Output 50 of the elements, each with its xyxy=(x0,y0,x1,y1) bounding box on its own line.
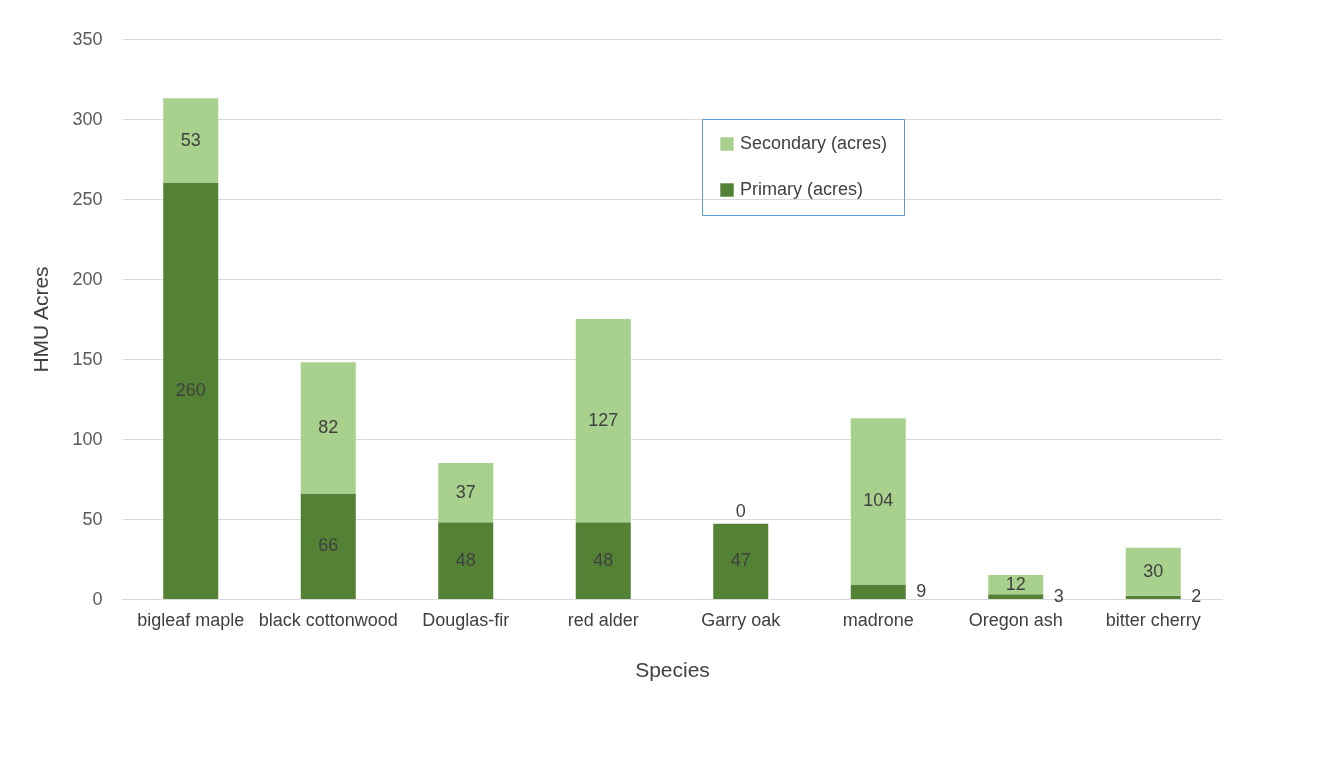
data-label: 82 xyxy=(318,416,339,437)
data-label: 2 xyxy=(1191,586,1202,607)
y-tick-label: 300 xyxy=(72,108,103,129)
data-label: 260 xyxy=(175,380,206,400)
bar xyxy=(713,523,769,599)
data-label: 0 xyxy=(735,500,746,521)
bar xyxy=(163,98,219,183)
data-label: 48 xyxy=(455,549,476,570)
bar xyxy=(1125,547,1181,596)
x-tick-label: red alder xyxy=(567,609,639,630)
y-tick-label: 200 xyxy=(72,268,103,289)
bar xyxy=(300,362,356,494)
data-label: 66 xyxy=(318,535,339,556)
data-label: 37 xyxy=(455,481,476,502)
data-label: 104 xyxy=(863,490,894,511)
data-label: 3 xyxy=(1053,585,1064,606)
bar xyxy=(300,493,356,599)
bar xyxy=(575,522,631,599)
x-tick-label: Oregon ash xyxy=(968,609,1063,630)
x-axis-title: Species xyxy=(635,657,710,681)
data-label: 47 xyxy=(730,550,751,571)
bar xyxy=(1125,595,1181,599)
data-label: 9 xyxy=(916,580,927,601)
y-tick-label: 250 xyxy=(72,188,103,209)
y-tick-label: 350 xyxy=(72,28,103,49)
x-tick-label: black cottonwood xyxy=(258,609,398,630)
legend-label: Secondary (acres) xyxy=(740,133,888,153)
y-tick-label: 100 xyxy=(72,428,103,449)
x-tick-label: Douglas-fir xyxy=(422,609,510,630)
y-tick-label: 150 xyxy=(72,348,103,369)
bar xyxy=(438,522,494,599)
y-axis-title: HMU Acres xyxy=(29,266,53,373)
bar xyxy=(850,418,906,585)
bar xyxy=(163,183,219,599)
data-label: 30 xyxy=(1143,560,1164,581)
data-label: 12 xyxy=(1005,573,1026,594)
y-tick-label: 0 xyxy=(92,588,103,609)
bar xyxy=(575,319,631,523)
data-label: 127 xyxy=(588,409,619,430)
bar xyxy=(988,594,1044,599)
bar xyxy=(438,463,494,523)
x-tick-label: bitter cherry xyxy=(1105,609,1201,630)
y-tick-label: 50 xyxy=(82,508,103,529)
bar xyxy=(850,584,906,599)
data-label: 53 xyxy=(180,129,201,150)
x-tick-label: bigleaf maple xyxy=(137,609,245,630)
legend-label: Primary (acres) xyxy=(740,179,864,199)
data-label: 48 xyxy=(593,549,614,570)
x-tick-label: madrone xyxy=(842,609,914,630)
x-tick-label: Garry oak xyxy=(701,609,782,630)
